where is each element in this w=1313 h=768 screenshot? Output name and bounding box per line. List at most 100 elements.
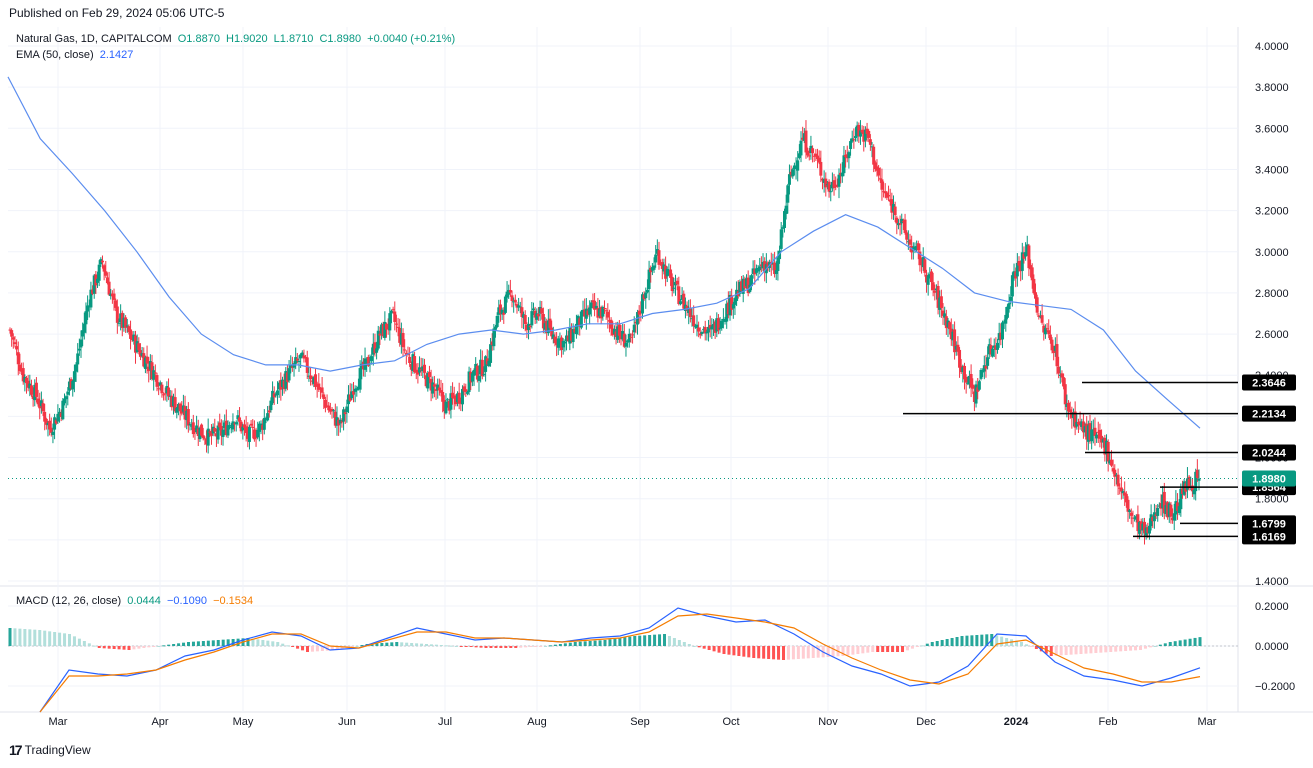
candle-body (320, 387, 324, 393)
candle-body (649, 267, 653, 273)
candle-body (923, 259, 927, 273)
published-timestamp: Published on Feb 29, 2024 05:06 UTC-5 (9, 6, 225, 20)
candle-body (446, 399, 450, 401)
candle-body (82, 323, 86, 333)
candle-body (1055, 344, 1059, 367)
candle-body (129, 329, 133, 339)
candle-body (148, 361, 152, 370)
candle-body (86, 305, 90, 312)
candle-body (449, 393, 453, 410)
macd-histogram-bar (598, 640, 602, 646)
candle-body (1162, 491, 1166, 514)
candle-body (690, 318, 694, 320)
candle-body (873, 162, 877, 170)
ema-label: EMA (50, close) (16, 49, 94, 61)
macd-histogram-bar (1153, 646, 1157, 647)
candle-body (725, 303, 729, 322)
macd-histogram-bar (613, 638, 617, 646)
candle-body (751, 268, 755, 274)
candle-body (761, 261, 765, 269)
macd-histogram-bar (891, 646, 895, 652)
time-tick-label: Apr (151, 716, 168, 728)
macd-histogram-bar (127, 646, 131, 650)
candle-body (528, 325, 532, 327)
macd-histogram-bar (752, 646, 756, 658)
candle-body (485, 358, 489, 365)
signal-line (39, 613, 1201, 713)
candle-body (153, 372, 157, 374)
candle-body (67, 381, 71, 391)
macd-histogram-bar (732, 646, 736, 656)
candle-body (956, 344, 960, 352)
macd-histogram-bar (712, 646, 716, 652)
macd-histogram-bar (786, 646, 790, 660)
price-legend: Natural Gas, 1D, CAPITALCOM O1.8870 H1.9… (16, 33, 458, 45)
candle-body (642, 294, 646, 300)
candle-body (401, 332, 405, 348)
candle-body (669, 269, 673, 278)
level-price-label: 2.3646 (1252, 378, 1286, 390)
candle-body (294, 357, 298, 364)
candle-body (872, 146, 876, 165)
candle-body (1124, 493, 1128, 503)
candle-body (168, 395, 172, 397)
candle-body (72, 371, 76, 382)
candle-body (277, 382, 281, 390)
candle-body (26, 380, 30, 388)
candle-body (1038, 316, 1042, 318)
macd-histogram-bar (1163, 643, 1167, 646)
candle-body (236, 415, 240, 420)
macd-histogram-bar (177, 643, 181, 646)
candle-body (422, 364, 426, 373)
macd-histogram-bar (851, 646, 855, 655)
candle-body (546, 320, 550, 334)
candle-body (13, 342, 17, 345)
macd-histogram-bar (330, 646, 334, 651)
candle-body (870, 146, 874, 148)
candle-body (925, 274, 929, 283)
macd-histogram-bar (77, 638, 81, 646)
macd-histogram-bar (48, 631, 52, 646)
candle-body (629, 336, 633, 338)
candle-body (434, 389, 438, 391)
candle-body (330, 408, 334, 412)
candle-body (15, 346, 19, 350)
candle-body (327, 405, 331, 411)
candle-body (36, 398, 40, 405)
macd-histogram-bar (112, 646, 116, 649)
candle-body (718, 327, 722, 329)
macd-histogram-bar (514, 646, 518, 648)
candle-body (77, 348, 81, 351)
footer-brand[interactable]: 17 TradingView (9, 742, 91, 758)
high-value: H1.9020 (226, 33, 268, 45)
candle-body (784, 205, 788, 215)
candle-body (76, 353, 80, 365)
candle-body (1032, 278, 1036, 294)
candle-body (385, 323, 389, 330)
macd-histogram-bar (1188, 638, 1192, 646)
candle-body (361, 361, 365, 370)
macd-hist-value: 0.0444 (127, 595, 161, 607)
candle-body (74, 364, 78, 372)
candle-body (351, 390, 355, 395)
candle-body (140, 353, 144, 356)
macd-histogram-bar (13, 628, 17, 646)
candle-body (759, 264, 763, 267)
candle-body (318, 388, 322, 390)
candle-body (477, 375, 481, 381)
macd-histogram-bar (1034, 646, 1038, 649)
candle-body (1114, 474, 1118, 476)
time-tick-label: Sep (630, 716, 650, 728)
candle-body (789, 171, 793, 175)
macd-histogram-bar (578, 641, 582, 646)
time-tick-label: Oct (722, 716, 739, 728)
candle-body (1073, 411, 1077, 428)
candle-body (1083, 426, 1087, 433)
macd-histogram-bar (1064, 646, 1068, 655)
macd-histogram-bar (1139, 646, 1142, 650)
candle-body (190, 425, 194, 427)
candle-body (380, 324, 384, 334)
candle-body (1129, 512, 1133, 516)
candle-body (640, 294, 644, 314)
